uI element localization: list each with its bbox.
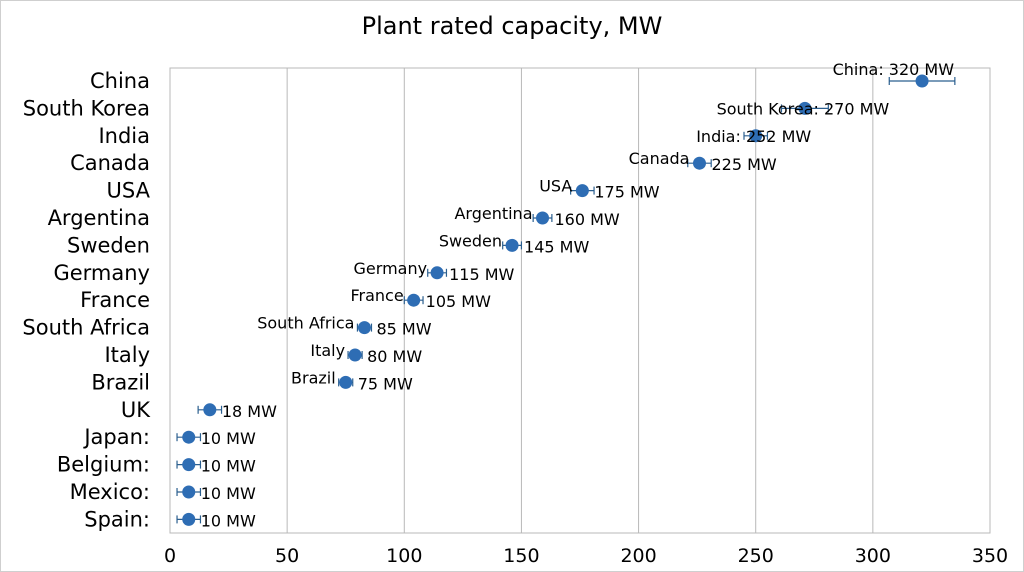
data-label: South Africa <box>257 314 354 333</box>
category-label: UK <box>121 398 151 422</box>
category-label: Germany <box>53 261 150 285</box>
category-label: Italy <box>104 343 150 367</box>
x-tick-label: 200 <box>620 545 656 567</box>
data-label: Italy <box>310 341 345 360</box>
data-point <box>692 156 706 170</box>
plot-area <box>169 67 991 534</box>
data-label: India: 252 MW <box>696 127 811 146</box>
data-point <box>182 430 196 444</box>
data-label: China: 320 MW <box>833 60 955 79</box>
x-tick-label: 150 <box>503 545 539 567</box>
data-point <box>182 512 196 526</box>
x-tick-label: 350 <box>972 545 1008 567</box>
data-point <box>915 74 929 88</box>
category-label: Argentina <box>48 206 150 230</box>
data-label: Germany <box>354 259 428 278</box>
data-point <box>430 266 444 280</box>
category-label: Belgium: <box>57 453 150 477</box>
data-label: 18 MW <box>222 402 277 421</box>
x-tick-label: 300 <box>855 545 891 567</box>
data-label: 160 MW <box>555 210 620 229</box>
category-label: Brazil <box>91 370 150 394</box>
data-label: 175 MW <box>594 183 659 202</box>
data-label: 145 MW <box>524 237 589 256</box>
category-label: China <box>90 69 150 93</box>
data-point <box>348 348 362 362</box>
data-label: 10 MW <box>201 429 256 448</box>
x-tick-label: 0 <box>164 545 176 567</box>
data-label: 115 MW <box>449 265 514 284</box>
data-point <box>575 184 589 198</box>
data-label: 10 MW <box>201 484 256 503</box>
category-label: India <box>98 124 150 148</box>
data-point <box>203 403 217 417</box>
data-point <box>536 211 550 225</box>
data-label: 10 MW <box>201 511 256 530</box>
category-label: South Africa <box>22 316 150 340</box>
data-label: 105 MW <box>426 292 491 311</box>
data-label: Brazil <box>291 368 336 387</box>
category-label: Mexico: <box>70 480 150 504</box>
x-tick-label: 100 <box>386 545 422 567</box>
data-point <box>505 238 519 252</box>
data-label: Argentina <box>454 204 532 223</box>
data-point <box>798 101 812 115</box>
data-label: 10 MW <box>201 457 256 476</box>
category-label: Sweden <box>67 233 150 257</box>
data-label: 85 MW <box>376 320 431 339</box>
category-label: USA <box>107 179 151 203</box>
data-point <box>357 321 371 335</box>
data-label: 80 MW <box>367 347 422 366</box>
category-label: Japan: <box>82 425 150 449</box>
data-label: South Korea: 270 MW <box>717 99 890 118</box>
data-label: 75 MW <box>358 374 413 393</box>
data-point <box>749 129 763 143</box>
data-label: Canada <box>629 149 690 168</box>
data-point <box>182 485 196 499</box>
category-label: Spain: <box>84 507 150 531</box>
data-label: 225 MW <box>711 155 776 174</box>
data-label: Sweden <box>439 231 502 250</box>
data-point <box>182 458 196 472</box>
x-tick-label: 50 <box>275 545 299 567</box>
category-label: Canada <box>70 151 150 175</box>
data-label: USA <box>539 177 572 196</box>
x-tick-label: 250 <box>738 545 774 567</box>
data-point <box>339 375 353 389</box>
data-label: France <box>350 286 403 305</box>
data-point <box>407 293 421 307</box>
chart-title: Plant rated capacity, MW <box>361 12 663 40</box>
category-label: South Korea <box>23 96 150 120</box>
category-label: France <box>80 288 150 312</box>
